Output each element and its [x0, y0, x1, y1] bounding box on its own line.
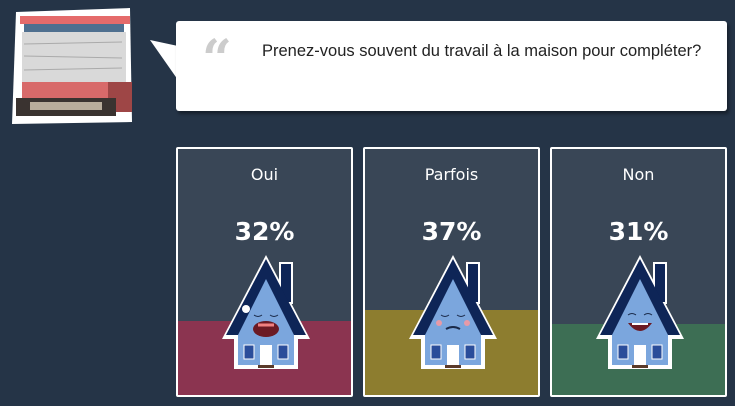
- books-stack-icon: [12, 8, 132, 124]
- answer-label: Non: [622, 165, 655, 184]
- answer-label: Oui: [250, 165, 279, 184]
- question-text: Prenez-vous souvent du travail à la mais…: [262, 42, 702, 60]
- answer-card-non[interactable]: Non 31%: [550, 147, 727, 397]
- answer-percent: 31%: [608, 217, 669, 246]
- answer-percent: 32%: [234, 217, 295, 246]
- answer-card-oui[interactable]: Oui 32%: [176, 147, 353, 397]
- question-bubble: “ Prenez-vous souvent du travail à la ma…: [176, 21, 727, 111]
- quote-icon: “: [202, 29, 232, 90]
- speech-bubble-tail: [150, 40, 178, 80]
- house-crying-icon: [218, 253, 314, 377]
- answer-label: Parfois: [424, 165, 479, 184]
- answer-card-parfois[interactable]: Parfois 37%: [363, 147, 540, 397]
- house-neutral-icon: [405, 253, 501, 377]
- answer-percent: 37%: [421, 217, 482, 246]
- house-happy-icon: [592, 253, 688, 377]
